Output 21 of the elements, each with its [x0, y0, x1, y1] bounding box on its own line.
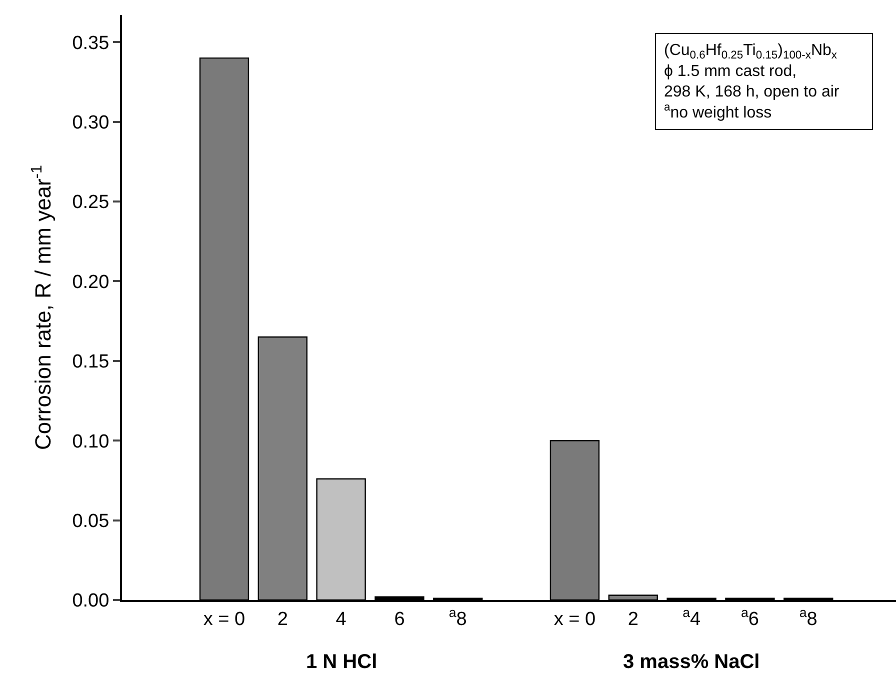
- x-tick-label: 2: [277, 608, 288, 630]
- y-tick-label: 0.05: [72, 510, 110, 532]
- x-tick-label: 4: [336, 608, 347, 630]
- x-tick-label: $^{a}$8: [799, 604, 818, 630]
- text: 3 mass% NaCl: [623, 651, 760, 673]
- x-tick-label: $^{a}$8: [448, 604, 467, 630]
- x-tick-label: x = 0: [554, 608, 596, 630]
- y-tick-label: 0.20: [72, 272, 110, 293]
- y-tick-label: 0.15: [72, 352, 110, 373]
- x-tick-label: 6: [394, 608, 405, 630]
- x-tick-label: x = 0: [203, 608, 246, 630]
- y-tick-label: 0.25: [72, 192, 110, 214]
- y-tick-label: 0.30: [72, 112, 110, 134]
- x-tick-label: $^{a}$6: [740, 604, 759, 630]
- text: 1 N HCl: [306, 651, 378, 673]
- x-tick-label: $^{a}$4: [682, 604, 701, 630]
- x-tick-label: 2: [628, 608, 638, 630]
- y-tick-label: 0.35: [72, 32, 110, 54]
- text: (Cu$_{0.6}$Hf$_{0.25}$Ti$_{0.15}$)$_{100-x}$Nb$_{x}$ ϕ 1.5 mm cast rod, 298 K, 168 h, open to air $^{a}$no weight loss: [664, 42, 840, 122]
- y-tick-label: 0.10: [72, 431, 110, 452]
- y-tick-label: 0.00: [72, 590, 110, 612]
